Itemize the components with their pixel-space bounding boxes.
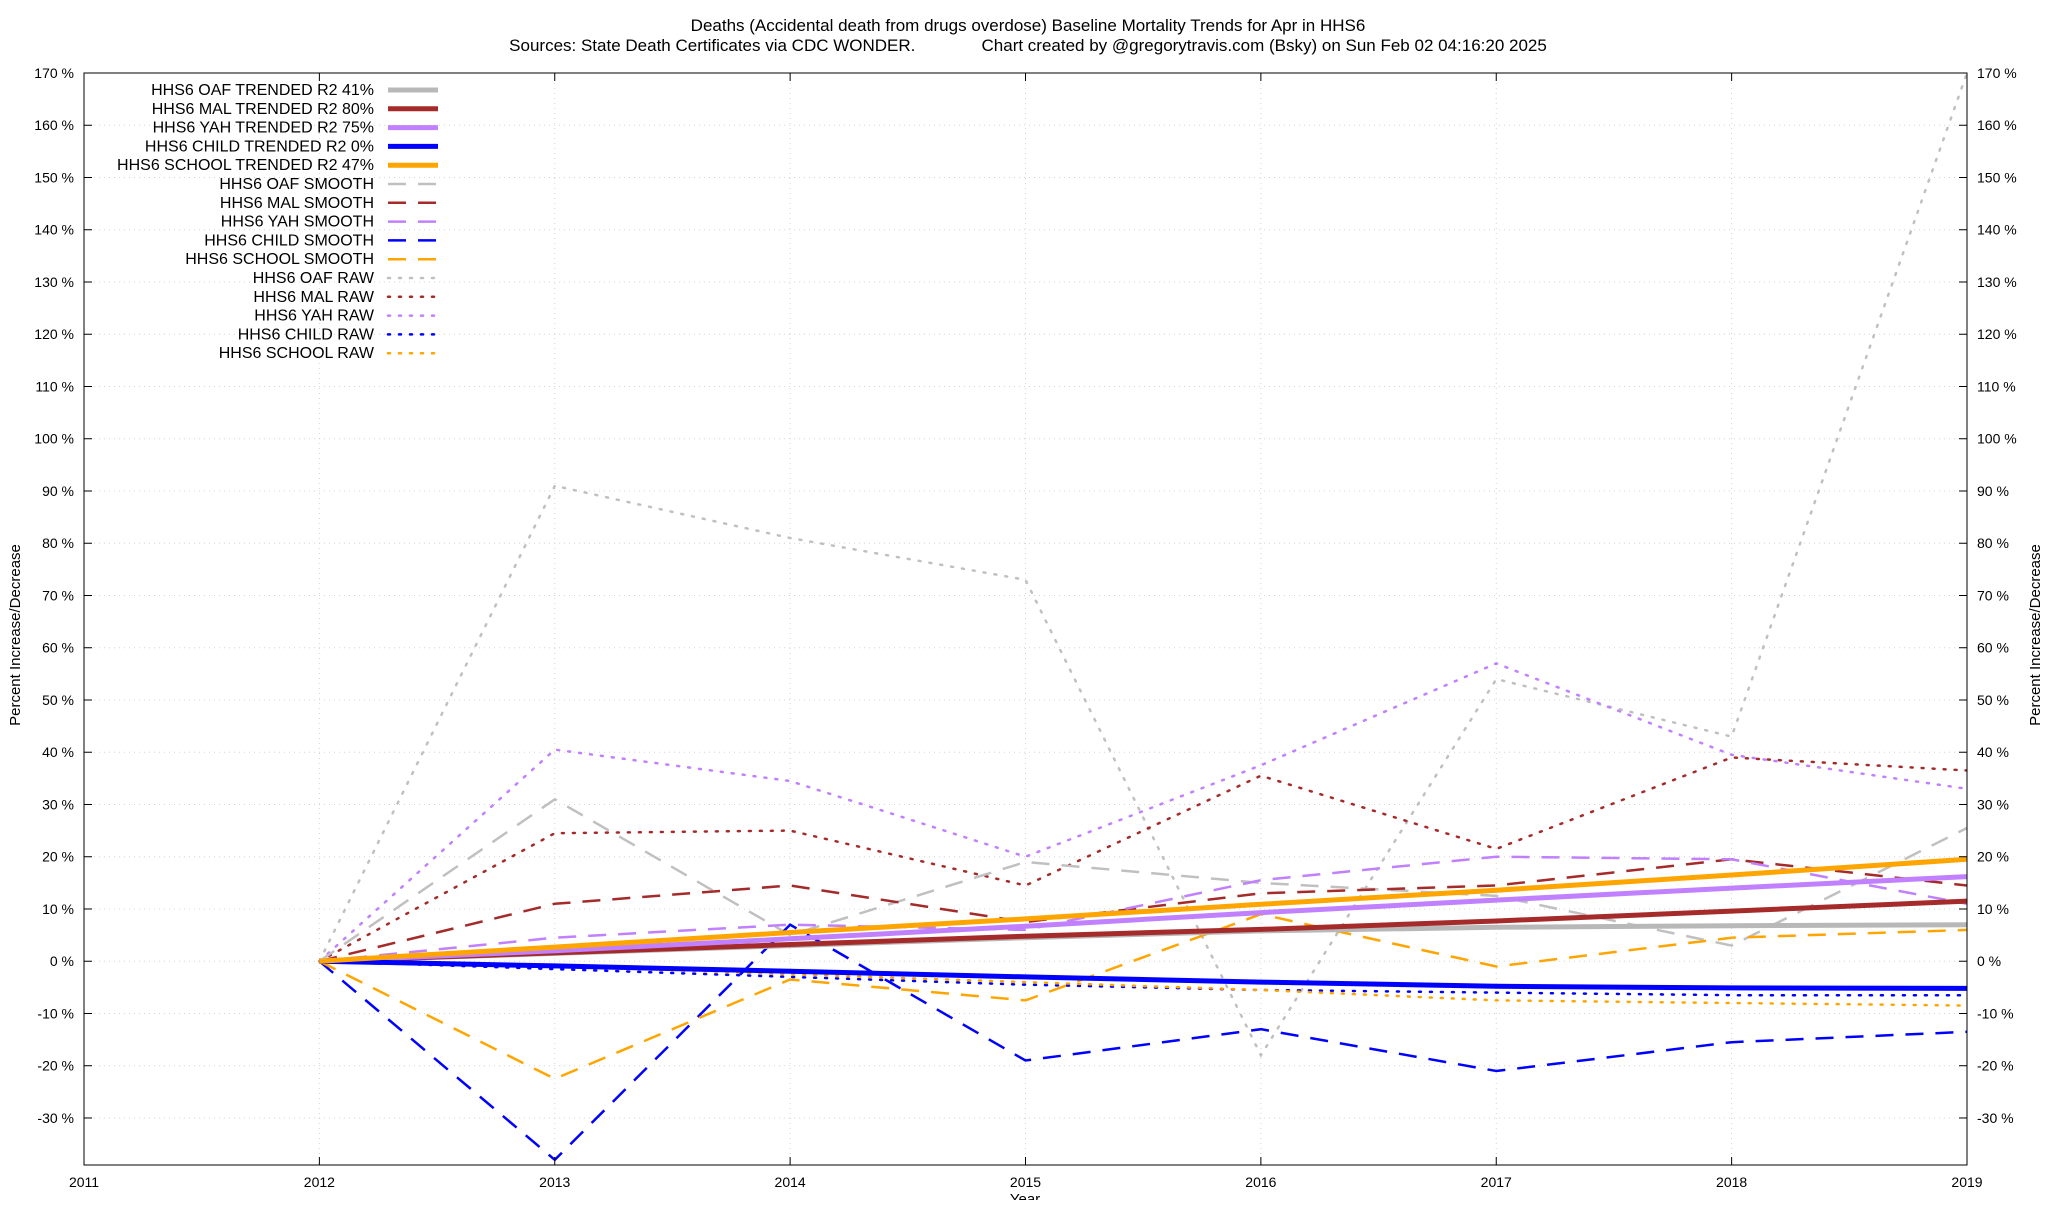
x-axis-label: Year: [1010, 1191, 1040, 1200]
y2-tick-label: 130 %: [1977, 274, 2017, 290]
y2-tick-label: 80 %: [1977, 535, 2009, 551]
series-group: [318, 73, 1967, 1162]
legend-label-hhs6-school-raw: HHS6 SCHOOL RAW: [219, 345, 375, 362]
legend-label-hhs6-child-smooth: HHS6 CHILD SMOOTH: [204, 232, 374, 249]
y2-tick-label: 40 %: [1977, 744, 2009, 760]
y2-tick-label: 160 %: [1977, 117, 2017, 133]
y2-tick-label: -20 %: [1977, 1058, 2014, 1074]
y2-tick-label: 60 %: [1977, 640, 2009, 656]
x-tick-label: 2012: [304, 1174, 335, 1190]
legend-label-hhs6-child-trended-r2: HHS6 CHILD TRENDED R2 0%: [145, 138, 374, 155]
x-tick-label: 2017: [1481, 1174, 1512, 1190]
series-line-hhs6-mal-trended-r2: [319, 898, 1967, 964]
y-tick-label: 80 %: [42, 535, 74, 551]
y2-tick-label: 110 %: [1977, 378, 2016, 394]
y-tick-label: 90 %: [42, 483, 74, 499]
series-line-hhs6-child-raw: [318, 959, 1967, 997]
y2-tick-label: 10 %: [1977, 901, 2009, 917]
series-line-hhs6-child-smooth: [318, 923, 1967, 1162]
y-tick-label: 160 %: [34, 117, 74, 133]
y2-tick-label: 120 %: [1977, 326, 2017, 342]
y2-tick-label: 150 %: [1977, 169, 2017, 185]
legend-label-hhs6-oaf-trended-r2: HHS6 OAF TRENDED R2 41%: [151, 82, 374, 99]
series-line-hhs6-yah-smooth: [319, 855, 1967, 963]
legend-label-hhs6-oaf-raw: HHS6 OAF RAW: [253, 270, 375, 287]
y-tick-label: 110 %: [35, 378, 74, 394]
y-tick-label: 60 %: [42, 640, 74, 656]
x-tick-label: 2015: [1010, 1174, 1041, 1190]
legend-label-hhs6-mal-raw: HHS6 MAL RAW: [253, 289, 375, 306]
y-tick-label: 10 %: [42, 901, 74, 917]
series-line-hhs6-mal-smooth: [319, 858, 1967, 963]
y-tick-label: 120 %: [34, 326, 74, 342]
y-tick-label: 50 %: [42, 692, 74, 708]
axes: 170 % 170 % 160 % 160 % 150 % 150 % 140 % 140 %…: [34, 65, 2016, 1190]
legend-label-hhs6-yah-raw: HHS6 YAH RAW: [254, 308, 375, 325]
y2-axis-label: Percent Increase/Decrease: [2027, 544, 2044, 726]
y2-tick-label: 30 %: [1977, 796, 2009, 812]
legend-label-hhs6-child-raw: HHS6 CHILD RAW: [238, 326, 375, 343]
legend-label-hhs6-school-smooth: HHS6 SCHOOL SMOOTH: [185, 251, 374, 268]
y-tick-label: 0 %: [50, 953, 74, 969]
legend: HHS6 OAF TRENDED R2 41% HHS6 MAL TRENDED …: [117, 82, 440, 362]
x-tick-label: 2016: [1245, 1174, 1276, 1190]
legend-label-hhs6-school-trended-r2: HHS6 SCHOOL TRENDED R2 47%: [117, 157, 374, 174]
x-tick-label: 2013: [539, 1174, 570, 1190]
legend-label-hhs6-mal-smooth: HHS6 MAL SMOOTH: [220, 195, 374, 212]
x-tick-label: 2014: [775, 1174, 806, 1190]
series-line-hhs6-mal-raw: [318, 756, 1967, 963]
legend-label-hhs6-oaf-smooth: HHS6 OAF SMOOTH: [219, 176, 374, 193]
y-tick-label: 20 %: [42, 849, 74, 865]
y2-tick-label: 20 %: [1977, 849, 2009, 865]
y2-tick-label: 170 %: [1977, 65, 2017, 81]
x-tick-label: 2018: [1716, 1174, 1747, 1190]
y-tick-label: -30 %: [37, 1110, 74, 1126]
y2-tick-label: 50 %: [1977, 692, 2009, 708]
y-tick-label: -20 %: [37, 1058, 74, 1074]
y2-tick-label: -10 %: [1977, 1005, 2014, 1021]
x-tick-label: 2011: [69, 1174, 99, 1190]
legend-label-hhs6-yah-smooth: HHS6 YAH SMOOTH: [221, 214, 374, 231]
series-line-hhs6-child-trended-r2: [319, 958, 1967, 991]
y-tick-label: 150 %: [34, 169, 74, 185]
y-tick-label: 40 %: [42, 744, 74, 760]
y2-tick-label: 90 %: [1977, 483, 2009, 499]
series-line-hhs6-yah-trended-r2: [319, 874, 1967, 964]
y2-tick-label: 70 %: [1977, 587, 2009, 603]
legend-label-hhs6-mal-trended-r2: HHS6 MAL TRENDED R2 80%: [152, 101, 374, 118]
y-axis-label: Percent Increase/Decrease: [7, 544, 24, 726]
y2-tick-label: 100 %: [1977, 431, 2017, 447]
y-tick-label: 70 %: [42, 587, 74, 603]
x-tick-label: 2019: [1951, 1174, 1982, 1190]
series-line-hhs6-yah-raw: [318, 662, 1967, 963]
y-tick-label: 30 %: [42, 796, 74, 812]
chart-title: Deaths (Accidental death from drugs over…: [691, 16, 1366, 35]
y2-tick-label: 0 %: [1977, 953, 2001, 969]
series-line-hhs6-school-trended-r2: [319, 856, 1967, 964]
y-tick-label: 170 %: [34, 65, 74, 81]
series-line-hhs6-oaf-raw: [318, 73, 1967, 1058]
y-tick-label: 100 %: [34, 431, 74, 447]
y2-tick-label: 140 %: [1977, 222, 2017, 238]
y-tick-label: 140 %: [34, 222, 74, 238]
series-line-hhs6-school-smooth: [318, 912, 1967, 1081]
series-line-hhs6-oaf-smooth: [318, 797, 1967, 963]
chart-subtitle: Sources: State Death Certificates via CD…: [509, 36, 1547, 55]
legend-label-hhs6-yah-trended-r2: HHS6 YAH TRENDED R2 75%: [153, 120, 374, 137]
y-tick-label: 130 %: [34, 274, 74, 290]
y-tick-label: -10 %: [37, 1005, 74, 1021]
y2-tick-label: -30 %: [1977, 1110, 2014, 1126]
